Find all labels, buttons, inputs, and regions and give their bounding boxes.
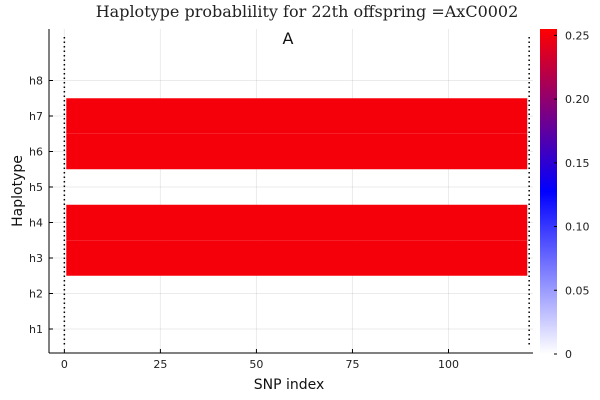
y-axis-ticks: h1 h2 h3 h4 h5 h6 h7 h8 [29,75,53,336]
colorbar-ticks: 0 0.05 0.10 0.15 0.20 0.25 [554,29,590,361]
grid [49,29,533,353]
heatmap-row-h7 [66,98,528,134]
colorbar-gradient [540,29,557,354]
y-tick-label: h7 [29,110,43,123]
plot-area: 0 25 50 75 100 h1 h2 h3 h4 h5 h6 h7 h8 [29,29,533,371]
y-tick-label: h5 [29,181,43,194]
chart-title: Haplotype probablility for 22th offsprin… [96,2,519,21]
y-axis-label: Haplotype [10,155,26,227]
x-axis-label: SNP index [254,377,325,393]
y-tick-label: h4 [29,217,43,230]
colorbar: 0 0.05 0.10 0.15 0.20 0.25 [540,29,590,361]
y-tick-label: h3 [29,252,43,265]
vertical-lines [63,37,530,347]
y-tick-label: h2 [29,288,43,301]
colorbar-tick-label: 0.15 [565,157,590,170]
colorbar-tick-label: 0.10 [565,221,590,234]
x-tick-label: 75 [345,358,359,371]
x-tick-label: 50 [249,358,263,371]
y-tick-label: h6 [29,146,43,159]
heatmap-cells [66,98,528,276]
x-tick-label: 0 [61,358,68,371]
heatmap-row-h3 [66,240,528,276]
panel-annotation: A [283,29,294,48]
y-tick-label: h1 [29,323,43,336]
colorbar-tick-label: 0.25 [565,29,590,42]
heatmap-row-h4 [66,204,528,241]
y-tick-label: h8 [29,75,43,88]
heatmap-row-h6 [66,133,528,170]
colorbar-tick-label: 0.05 [565,284,590,297]
x-axis-ticks: 0 25 50 75 100 [61,349,459,371]
colorbar-tick-label: 0.20 [565,93,590,106]
colorbar-tick-label: 0 [565,348,572,361]
x-tick-label: 25 [153,358,167,371]
x-tick-label: 100 [438,358,459,371]
